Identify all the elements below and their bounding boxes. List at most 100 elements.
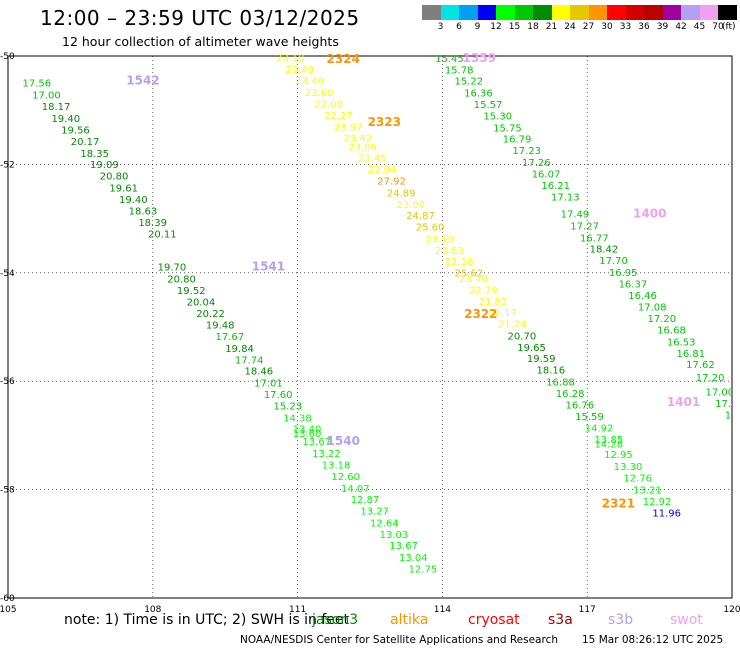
wave-height-value: 17.67: [216, 332, 245, 343]
wave-height-value: 17.00: [32, 90, 61, 101]
wave-height-value: 20.17: [71, 137, 100, 148]
wave-height-value: 22.18: [445, 257, 474, 268]
wave-height-value: 15.59: [575, 412, 604, 423]
wave-height-value: 16.46: [628, 291, 657, 302]
wave-height-value: 13.22: [312, 449, 341, 460]
pass-time-label: 1541: [252, 260, 285, 274]
wave-height-value: 16.53: [667, 337, 696, 348]
wave-height-value: 14.92: [585, 424, 614, 435]
wave-height-value: 17.74: [235, 355, 264, 366]
wave-height-value: 17.46: [715, 399, 740, 410]
colorbar-label: 33: [619, 22, 632, 32]
wave-height-value: 22.00: [314, 99, 343, 110]
wave-height-value: 12.87: [351, 495, 380, 506]
wave-height-value: 17.26: [522, 158, 551, 169]
lon-tick-label: 114: [434, 605, 451, 615]
wave-height-value: 22.27: [324, 111, 353, 122]
wave-height-value: 12.76: [623, 473, 652, 484]
page-subtitle: 12 hour collection of altimeter wave hei…: [62, 34, 339, 49]
wave-height-value: 23.60: [305, 88, 334, 99]
wave-height-value: 15.30: [483, 111, 512, 122]
colorbar-unit: (ft): [722, 22, 736, 32]
wave-height-value: 24.87: [406, 211, 435, 222]
wave-height-value: 12.64: [370, 518, 399, 529]
colorbar-label: 9: [474, 22, 481, 32]
wave-height-value: 25.60: [416, 223, 445, 234]
wave-height-value: 17.13: [551, 193, 580, 204]
wave-height-value: 16.68: [657, 326, 686, 337]
wave-height-value: 17.67: [725, 411, 740, 422]
pass-time-label: 1540: [327, 434, 360, 448]
generated-timestamp: 15 Mar 08:26:12 UTC 2025: [582, 634, 724, 646]
wave-height-value: 18.35: [80, 149, 109, 160]
colorbar-label: 15: [508, 22, 521, 32]
legend-s3a: s3a: [548, 612, 573, 628]
lat-tick-label: -60: [0, 594, 15, 604]
wave-height-value: 15.57: [474, 100, 503, 111]
wave-height-value: 22.17: [488, 308, 517, 319]
wave-height-value: 24.89: [387, 188, 416, 199]
lon-tick-label: 120: [723, 605, 740, 615]
wave-height-value: 13.60: [293, 429, 322, 440]
wave-height-value: 16.95: [609, 268, 638, 279]
wave-height-value: 19.48: [206, 321, 235, 332]
wave-height-value: 23.00: [397, 200, 426, 211]
lon-tick-label: 108: [144, 605, 161, 615]
wave-height-value: 19.59: [527, 354, 556, 365]
wave-height-value: 13.04: [399, 553, 428, 564]
wave-height-value: 17.01: [254, 379, 283, 390]
wave-height-value: 16.21: [541, 181, 570, 192]
wave-height-value: 13.18: [322, 460, 351, 471]
colorbar-swatch: [662, 5, 681, 20]
colorbar-label: 30: [601, 22, 613, 32]
wave-height-value: 15.23: [273, 401, 302, 412]
legend-cryosat: cryosat: [468, 612, 520, 628]
pass-time-label: 1400: [633, 207, 666, 221]
map-frame: [7, 55, 733, 599]
wave-height-value: 23.10: [426, 234, 455, 245]
colorbar-swatch: [644, 5, 663, 20]
wave-height-value: 22.79: [469, 285, 498, 296]
wave-height-value: 23.42: [343, 134, 372, 145]
wave-height-value: 20.70: [508, 331, 537, 342]
wave-height-value: 18.46: [245, 367, 274, 378]
legend-swot: swot: [670, 612, 703, 628]
wave-height-value: 17.00: [705, 387, 734, 398]
colorbar-swatch: [440, 5, 459, 20]
wave-height-value: 17.49: [561, 210, 590, 221]
wave-height-value: 19.65: [517, 343, 546, 354]
pass-time-label: 2323: [368, 115, 401, 129]
wave-height-value: 23.97: [334, 122, 363, 133]
wave-height-value: 13.03: [380, 530, 409, 541]
wave-height-value: 19.84: [225, 344, 254, 355]
wave-height-value: 20.04: [187, 297, 216, 308]
colorbar-swatch: [607, 5, 626, 20]
wave-height-value: 17.69: [734, 422, 740, 433]
wave-height-value: 17.70: [599, 256, 628, 267]
colorbar-swatch: [533, 5, 552, 20]
lon-tick-label: 111: [289, 605, 306, 615]
wave-height-value: 16.79: [503, 135, 532, 146]
wave-height-value: 17.62: [686, 360, 715, 371]
wave-height-value: 17.23: [512, 146, 541, 157]
wave-height-value: 18.39: [138, 218, 167, 229]
wave-height-value: 13.27: [360, 507, 389, 518]
wave-height-value: 15.78: [445, 65, 474, 76]
colorbar-swatch: [422, 5, 441, 20]
wave-height-value: 13.21: [633, 485, 662, 496]
lon-tick-label: 117: [579, 605, 596, 615]
wave-height-value: 23.78: [459, 274, 488, 285]
wave-height-value: 12.92: [643, 497, 672, 508]
colorbar-swatch: [514, 5, 533, 20]
wave-height-value: 12.95: [604, 450, 633, 461]
wave-height-value: 13.67: [302, 437, 331, 448]
wave-height-value: 16.88: [546, 378, 575, 389]
wave-height-value: 19.40: [119, 195, 148, 206]
colorbar-label: 6: [456, 22, 462, 32]
wave-height-value: 13.30: [614, 462, 643, 473]
pass-time-label: 2322: [464, 307, 497, 321]
wave-height-value: 16.28: [556, 389, 585, 400]
wave-height-value: 23.06: [348, 142, 377, 153]
wave-height-value: 14.07: [341, 484, 370, 495]
colorbar-swatch: [570, 5, 589, 20]
